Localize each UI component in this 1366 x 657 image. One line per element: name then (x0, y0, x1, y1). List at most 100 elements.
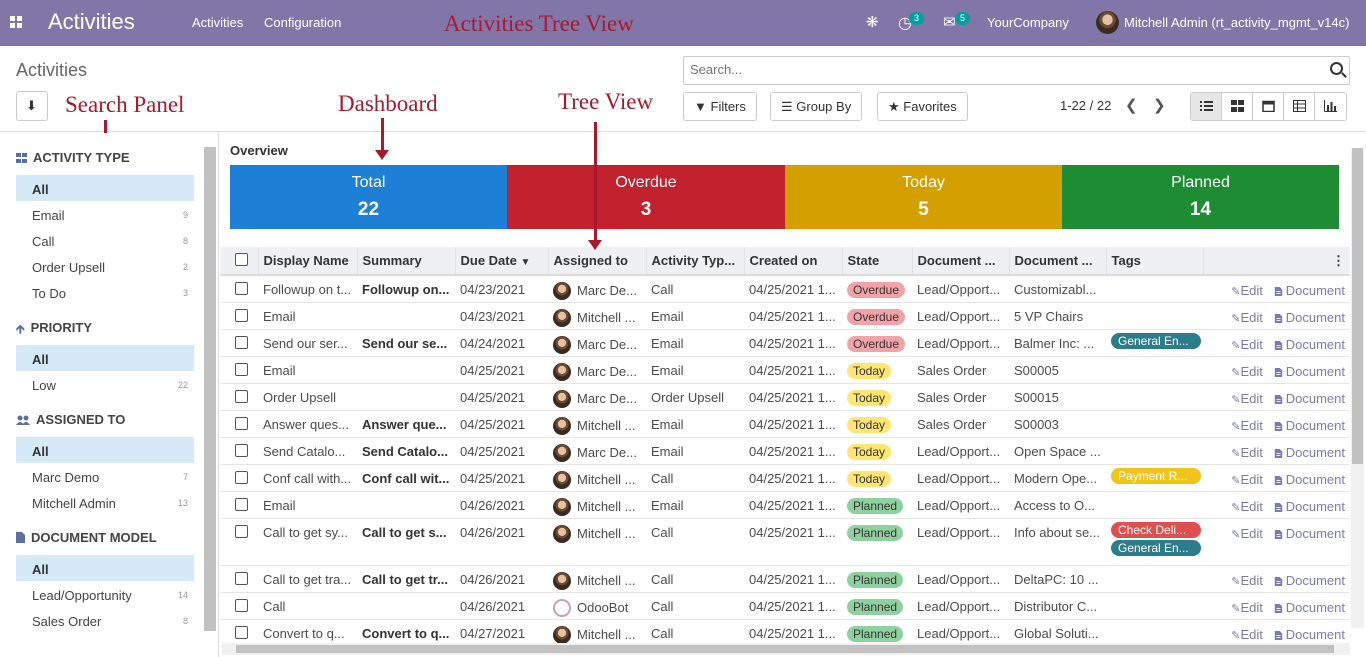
table-row[interactable]: Call 04/26/2021 OdooBot Call 04/25/2021 1...… (220, 592, 1350, 620)
pager-value[interactable]: 1-22 / 22 (1060, 98, 1112, 113)
row-checkbox[interactable] (235, 497, 248, 511)
column-options[interactable]: ⋮ (1203, 247, 1350, 276)
column-display-name[interactable]: Display Name (258, 247, 358, 276)
row-checkbox[interactable] (235, 282, 248, 295)
document-model-all[interactable]: All (16, 555, 194, 581)
edit-button[interactable]: ✎Edit (1231, 525, 1263, 541)
assigned-marc-demo[interactable]: Marc Demo 7 (32, 470, 188, 485)
table-row[interactable]: Email 04/26/2021 Mitchell ... Email 04/25/20… (220, 491, 1350, 519)
document-button[interactable]: Document (1274, 526, 1345, 541)
download-button[interactable]: ⬇ (16, 91, 48, 121)
filters-button[interactable]: ▼ Filters (683, 92, 757, 121)
company-switcher[interactable]: YourCompany (987, 15, 1069, 30)
document-model-lead[interactable]: Lead/Opportunity 14 (32, 588, 188, 603)
assigned-all[interactable]: All (16, 437, 194, 463)
dashboard-tile-overdue[interactable]: Overdue 3 (507, 165, 785, 229)
row-checkbox[interactable] (235, 362, 248, 376)
table-row[interactable]: Email 04/23/2021 Mitchell ... Email 04/25/20… (220, 302, 1350, 330)
user-menu[interactable]: Mitchell Admin (rt_activity_mgmt_v14c) (1124, 15, 1350, 30)
menu-configuration[interactable]: Configuration (264, 15, 342, 30)
row-checkbox[interactable] (235, 470, 248, 484)
list-view-button[interactable] (1191, 93, 1222, 120)
row-checkbox[interactable] (235, 625, 248, 639)
edit-button[interactable]: ✎Edit (1231, 336, 1263, 352)
column-state[interactable]: State (842, 247, 913, 276)
column-summary[interactable]: Summary (357, 247, 456, 276)
menu-activities[interactable]: Activities (192, 15, 244, 30)
activity-type-order-upsell[interactable]: Order Upsell 2 (32, 260, 188, 275)
column-tags[interactable]: Tags (1106, 247, 1204, 276)
assigned-mitchell-admin[interactable]: Mitchell Admin 13 (32, 496, 188, 511)
edit-button[interactable]: ✎Edit (1231, 417, 1263, 433)
row-checkbox[interactable] (235, 308, 248, 322)
priority-low[interactable]: Low 22 (32, 378, 188, 393)
row-checkbox[interactable] (235, 443, 248, 457)
row-checkbox[interactable] (235, 416, 248, 430)
edit-button[interactable]: ✎Edit (1231, 363, 1263, 379)
activity-type-call[interactable]: Call 8 (32, 234, 188, 249)
edit-button[interactable]: ✎Edit (1231, 626, 1263, 642)
document-button[interactable]: Document (1274, 364, 1345, 379)
search-input[interactable] (690, 62, 1290, 77)
document-button[interactable]: Document (1274, 600, 1345, 615)
table-row[interactable]: Call to get sy... Call to get s... 04/26/2… (220, 518, 1350, 566)
search-icon[interactable] (1330, 62, 1343, 75)
document-button[interactable]: Document (1274, 310, 1345, 325)
main-horizontal-scrollbar[interactable] (222, 643, 1350, 655)
edit-button[interactable]: ✎Edit (1231, 390, 1263, 406)
dashboard-tile-planned[interactable]: Planned 14 (1062, 165, 1339, 229)
edit-button[interactable]: ✎Edit (1231, 283, 1263, 298)
edit-button[interactable]: ✎Edit (1231, 444, 1263, 460)
activity-type-all[interactable]: All (16, 175, 194, 201)
user-avatar[interactable] (1096, 11, 1119, 34)
row-checkbox[interactable] (235, 389, 248, 403)
table-row[interactable]: Email 04/25/2021 Marc De... Email 04/25/2021… (220, 356, 1350, 384)
table-row[interactable]: Conf call with... Conf call wit... 04/25/2… (220, 464, 1350, 492)
column-document-name[interactable]: Document ... (1009, 247, 1107, 276)
kanban-view-button[interactable] (1222, 93, 1253, 120)
bug-icon[interactable]: ❋ (866, 14, 879, 31)
table-row[interactable]: Order Upsell 04/25/2021 Marc De... Order Up… (220, 383, 1350, 411)
document-button[interactable]: Document (1274, 418, 1345, 433)
document-button[interactable]: Document (1274, 472, 1345, 487)
favorites-button[interactable]: ★ Favorites (877, 92, 968, 121)
row-checkbox[interactable] (235, 524, 248, 538)
table-row[interactable]: Call to get tra... Call to get tr... 04/26… (220, 565, 1350, 593)
select-all-checkbox[interactable] (235, 252, 248, 266)
edit-button[interactable]: ✎Edit (1231, 498, 1263, 514)
document-button[interactable]: Document (1274, 391, 1345, 406)
document-button[interactable]: Document (1274, 573, 1345, 588)
dashboard-tile-total[interactable]: Total 22 (230, 165, 507, 229)
graph-view-button[interactable] (1315, 93, 1346, 120)
activity-type-email[interactable]: Email 9 (32, 208, 188, 223)
edit-button[interactable]: ✎Edit (1231, 309, 1263, 325)
dashboard-tile-today[interactable]: Today 5 (785, 165, 1062, 229)
document-button[interactable]: Document (1274, 627, 1345, 642)
edit-button[interactable]: ✎Edit (1231, 599, 1263, 615)
document-button[interactable]: Document (1274, 499, 1345, 514)
table-row[interactable]: Convert to q... Convert to q... 04/27/2021… (220, 619, 1350, 647)
pager-next-icon[interactable]: ❯ (1153, 97, 1166, 114)
priority-all[interactable]: All (16, 345, 194, 371)
activity-type-todo[interactable]: To Do 3 (32, 286, 188, 301)
document-model-sales-order[interactable]: Sales Order 8 (32, 614, 188, 629)
pivot-view-button[interactable] (1284, 93, 1315, 120)
row-checkbox[interactable] (235, 335, 248, 349)
column-assigned-to[interactable]: Assigned to (548, 247, 647, 276)
calendar-view-button[interactable] (1253, 93, 1284, 120)
row-checkbox[interactable] (235, 571, 248, 585)
chat-icon[interactable]: ✉ (943, 14, 956, 31)
clock-icon[interactable]: ◷ (898, 15, 912, 32)
table-row[interactable]: Followup on t... Followup on... 04/23/2021… (220, 275, 1350, 303)
table-row[interactable]: Send Catalo... Send Catalo... 04/25/2021 Ma… (220, 437, 1350, 465)
column-activity-type[interactable]: Activity Typ... (646, 247, 745, 276)
main-vertical-scrollbar[interactable] (1351, 148, 1364, 628)
edit-button[interactable]: ✎Edit (1231, 471, 1263, 487)
column-created-on[interactable]: Created on (744, 247, 843, 276)
group-by-button[interactable]: ☰ Group By (770, 92, 863, 121)
column-due-date[interactable]: Due Date ▼ (455, 247, 549, 276)
search-panel-scrollbar[interactable] (204, 147, 216, 631)
document-button[interactable]: Document (1274, 445, 1345, 460)
row-checkbox[interactable] (235, 598, 248, 612)
column-document-model[interactable]: Document ... (912, 247, 1010, 276)
